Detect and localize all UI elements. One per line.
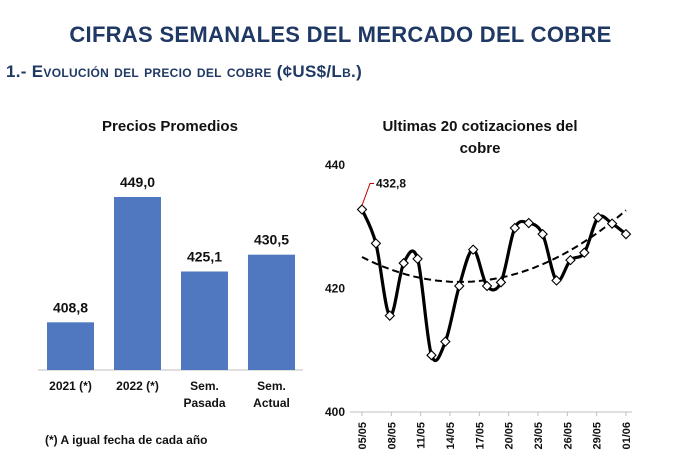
bar-category-label: 2021 (*) [49, 379, 92, 393]
x-tick-label: 26/05 [562, 422, 574, 450]
y-tick-label: 440 [325, 158, 345, 172]
data-point-marker [440, 336, 451, 347]
bar-value-label: 425,1 [187, 248, 222, 264]
bar-value-label: 430,5 [254, 232, 289, 248]
data-point-marker [551, 275, 562, 286]
section-subtitle: 1.- Evolución del precio del cobre (¢US$… [6, 62, 363, 81]
x-tick-label: 23/05 [533, 422, 545, 450]
x-tick-label: 08/05 [386, 422, 398, 450]
x-tick-label: 11/05 [416, 422, 428, 449]
data-point-marker [384, 310, 396, 321]
x-tick-label: 29/05 [592, 422, 604, 450]
bar-category-label: Actual [253, 396, 290, 410]
x-tick-label: 20/05 [504, 422, 516, 450]
data-point-marker [481, 280, 493, 292]
data-point-marker [537, 228, 548, 240]
y-tick-label: 400 [325, 405, 345, 419]
bar-value-label: 449,0 [120, 174, 155, 190]
bar [47, 322, 94, 370]
data-point-marker [592, 212, 604, 223]
x-tick-label: 05/05 [357, 422, 369, 450]
data-point-marker [398, 257, 409, 269]
data-point-marker [495, 277, 507, 288]
bar-chart-title: Precios Promedios [102, 118, 238, 135]
x-tick-label: 01/06 [621, 422, 633, 450]
data-point-marker [412, 253, 423, 265]
data-point-marker [509, 222, 521, 234]
data-point-marker [356, 204, 368, 215]
bar [114, 197, 161, 370]
data-point-marker [523, 217, 535, 229]
price-line [360, 208, 627, 363]
bar [248, 254, 295, 370]
trend-line [361, 209, 627, 283]
data-point-marker [467, 244, 479, 255]
data-point-marker [370, 238, 382, 249]
line-chart-title-line2: cobre [459, 140, 501, 157]
data-point-marker [453, 280, 465, 292]
footnote: (*) A igual fecha de cada año [45, 433, 208, 447]
bar-value-label: 408,8 [53, 299, 88, 315]
annotation-leader-line [361, 182, 374, 206]
data-point-marker [565, 254, 576, 266]
x-tick-label: 14/05 [445, 422, 457, 450]
y-tick-label: 420 [325, 282, 345, 296]
line-chart-title-line1: Ultimas 20 cotizaciones del [382, 118, 578, 135]
data-point-marker [620, 228, 632, 240]
data-point-marker [426, 349, 437, 361]
annotation-label: 432,8 [376, 176, 406, 190]
data-point-marker [579, 247, 590, 258]
data-point-marker [606, 218, 618, 229]
x-tick-label: 17/05 [474, 422, 486, 450]
bar-category-label: Pasada [183, 396, 225, 410]
bar-category-label: Sem. [257, 379, 286, 393]
bar-category-label: Sem. [190, 379, 219, 393]
bar [181, 271, 228, 370]
bar-category-label: 2022 (*) [116, 379, 159, 393]
page-title: CIFRAS SEMANALES DEL MERCADO DEL COBRE [69, 22, 612, 47]
